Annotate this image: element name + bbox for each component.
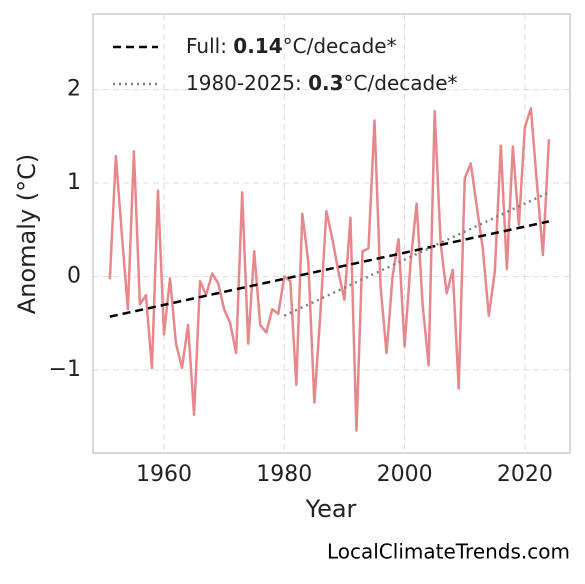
y-tick-label: 0 — [67, 263, 81, 288]
legend-label-part: Full: — [186, 34, 233, 58]
legend-label-part: °C/decade* — [344, 71, 458, 95]
legend-label-part: 1980-2025: — [186, 71, 308, 95]
x-tick-label: 2020 — [497, 462, 553, 487]
trend-line — [109, 220, 550, 318]
trend-line — [283, 191, 550, 317]
y-tick-label: 2 — [67, 77, 81, 102]
x-tick-label: 2000 — [377, 462, 433, 487]
y-axis-label: Anomaly (°C) — [13, 154, 41, 314]
x-axis-label: Year — [305, 495, 357, 523]
legend-label: Full: 0.14°C/decade* — [186, 34, 397, 58]
legend-label: 1980-2025: 0.3°C/decade* — [186, 71, 458, 95]
y-tick-label: −1 — [49, 357, 81, 382]
x-tick-label: 1980 — [256, 462, 312, 487]
legend-label-part: 0.14 — [233, 34, 282, 58]
watermark: LocalClimateTrends.com — [327, 540, 570, 564]
series-line — [108, 107, 551, 432]
x-tick-label: 1960 — [136, 462, 192, 487]
legend-label-part: °C/decade* — [283, 34, 397, 58]
y-tick-label: 1 — [67, 170, 81, 195]
plot-frame — [92, 13, 571, 454]
legend-label-part: 0.3 — [308, 71, 343, 95]
